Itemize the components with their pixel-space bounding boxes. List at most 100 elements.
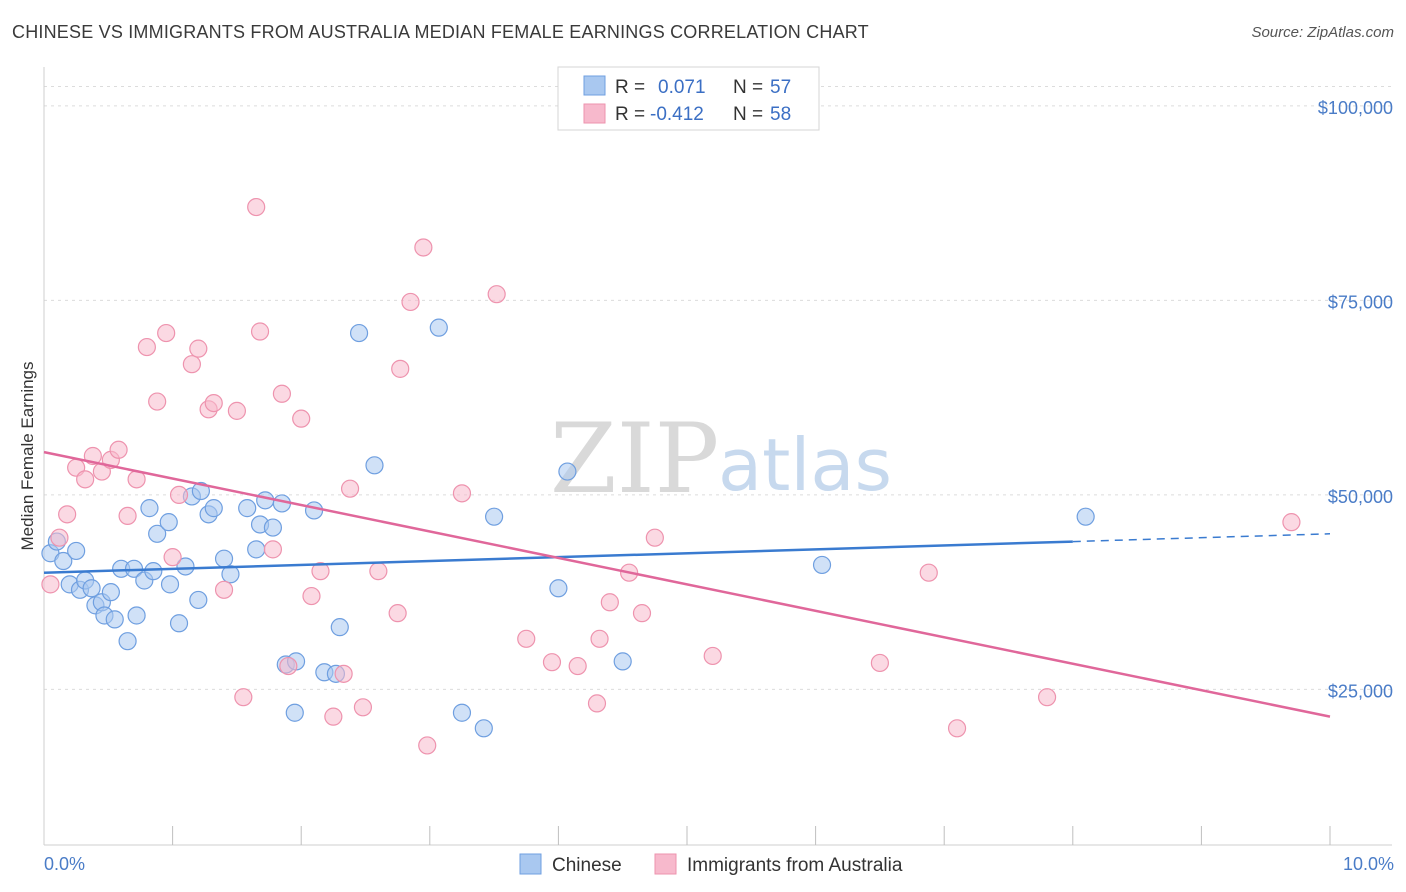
australia-point: [279, 656, 298, 676]
australia-point: [401, 292, 420, 312]
australia-point: [247, 197, 266, 217]
y-tick-label: $75,000: [1328, 292, 1393, 312]
chinese-point: [452, 703, 472, 722]
chinese-point: [330, 618, 349, 637]
australia-point: [137, 337, 156, 357]
australia-point: [391, 359, 410, 378]
australia-trend-line: [43, 450, 1331, 718]
chinese-point: [144, 562, 163, 581]
australia-point: [703, 646, 722, 666]
chinese-point: [214, 549, 234, 568]
chinese-point: [191, 481, 210, 501]
chinese-point: [176, 557, 195, 576]
chinese-point: [140, 499, 159, 518]
chinese-point: [349, 323, 369, 343]
australia-point: [292, 409, 311, 428]
chinese-point: [549, 579, 568, 598]
legend-r-value-australia: -0.412: [650, 104, 704, 125]
chinese-point: [101, 583, 120, 602]
chinese-point: [148, 524, 167, 543]
chart-title: CHINESE VS IMMIGRANTS FROM AUSTRALIA MED…: [12, 22, 869, 42]
australia-point: [41, 575, 60, 594]
australia-point: [590, 629, 609, 648]
australia-point: [50, 528, 69, 547]
legend-swatch-australia: [583, 103, 606, 124]
trend-lines: [43, 450, 1331, 718]
australia-point: [163, 548, 182, 567]
chinese-point: [256, 491, 275, 510]
legend-n-label-chinese: N =: [733, 77, 763, 98]
australia-point: [311, 562, 330, 581]
australia-point: [182, 355, 201, 374]
australia-point: [542, 653, 562, 672]
chinese-trend-extension: [1072, 533, 1331, 543]
chinese-point: [558, 462, 577, 481]
australia-point: [369, 562, 388, 581]
chinese-point: [304, 501, 324, 520]
legend-n-value-australia: 58: [770, 104, 791, 125]
chinese-point: [204, 499, 223, 518]
australia-points: [41, 197, 1301, 755]
australia-point: [204, 393, 223, 413]
chinese-point: [812, 555, 832, 575]
australia-point: [452, 484, 472, 503]
australia-point: [568, 656, 587, 676]
chinese-point: [67, 541, 86, 561]
chinese-point: [263, 518, 283, 537]
australia-point: [600, 593, 619, 612]
series-legend: Chinese Immigrants from Australia: [519, 853, 903, 876]
y-tick-labels: $25,000 $50,000 $75,000 $100,000: [1318, 98, 1393, 702]
chinese-point: [365, 456, 384, 475]
chinese-point: [160, 575, 180, 594]
y-axis-label: Median Female Earnings: [18, 362, 37, 551]
chinese-point: [613, 652, 632, 671]
chinese-point: [474, 719, 493, 738]
australia-point: [272, 384, 292, 403]
legend-r-label-chinese: R =: [615, 77, 645, 98]
chinese-point: [118, 632, 137, 651]
axes: [43, 67, 1392, 846]
grid-lines: [44, 85, 1392, 690]
australia-point: [645, 528, 664, 547]
x-tick-label-max: 10.0%: [1343, 854, 1394, 874]
australia-point: [919, 563, 938, 582]
y-tick-label: $25,000: [1328, 681, 1393, 701]
australia-point: [340, 479, 360, 498]
australia-point: [302, 586, 321, 606]
australia-point: [334, 664, 353, 683]
chinese-point: [82, 579, 101, 598]
chinese-point: [485, 507, 504, 526]
australia-point: [487, 285, 506, 304]
x-tick-label-min: 0.0%: [44, 854, 85, 874]
x-ticks: [172, 826, 1331, 845]
australia-point: [353, 698, 373, 717]
australia-point: [418, 736, 437, 755]
legend-n-value-chinese: 57: [770, 77, 791, 98]
chinese-point: [285, 703, 304, 722]
bottom-legend-label-australia: Immigrants from Australia: [687, 855, 903, 876]
chinese-point: [221, 565, 240, 584]
australia-point: [587, 694, 607, 713]
y-tick-label: $100,000: [1318, 98, 1393, 118]
australia-point: [388, 604, 407, 623]
chinese-point: [238, 499, 257, 518]
watermark-zip: ZIP: [550, 403, 719, 515]
australia-point: [148, 392, 167, 411]
legend-r-label-australia: R =: [615, 104, 645, 125]
australia-point: [324, 707, 343, 726]
australia-point: [157, 323, 176, 343]
bottom-legend-label-chinese: Chinese: [552, 855, 622, 876]
chinese-point: [105, 610, 124, 629]
australia-point: [169, 485, 189, 504]
australia-point: [214, 580, 234, 599]
chinese-point: [127, 606, 146, 625]
australia-point: [58, 505, 77, 524]
bottom-legend-swatch-australia: [654, 853, 677, 875]
australia-point: [947, 719, 967, 738]
chinese-point: [54, 551, 73, 571]
correlation-legend: R = 0.071 N = 57 R = -0.412 N = 58: [557, 66, 820, 131]
australia-point: [263, 540, 283, 559]
australia-point: [109, 440, 128, 459]
australia-point: [227, 401, 246, 420]
